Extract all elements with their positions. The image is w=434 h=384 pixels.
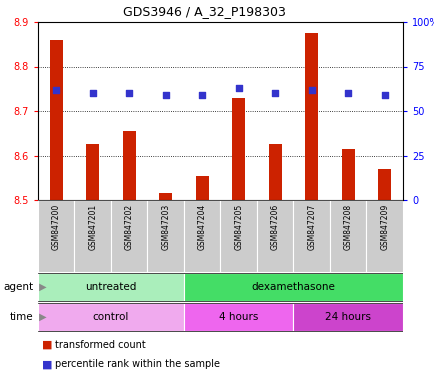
Bar <box>111 200 147 272</box>
Text: GSM847208: GSM847208 <box>343 204 352 250</box>
Point <box>235 85 242 91</box>
Text: GSM847207: GSM847207 <box>306 204 316 250</box>
Bar <box>86 144 99 200</box>
Point <box>162 92 169 98</box>
Bar <box>305 33 317 200</box>
Text: 24 hours: 24 hours <box>325 312 370 322</box>
Point <box>271 90 278 96</box>
Text: untreated: untreated <box>85 282 136 292</box>
Bar <box>122 131 135 200</box>
Point <box>308 86 315 93</box>
Text: ▶: ▶ <box>36 282 46 292</box>
Text: GSM847200: GSM847200 <box>52 204 61 250</box>
Point <box>198 92 205 98</box>
Text: ■: ■ <box>42 340 53 350</box>
Bar <box>329 200 366 272</box>
Bar <box>366 200 402 272</box>
Text: GSM847201: GSM847201 <box>88 204 97 250</box>
Bar <box>147 200 184 272</box>
Bar <box>74 200 111 272</box>
Bar <box>293 303 402 331</box>
Text: control: control <box>92 312 129 322</box>
Text: ■: ■ <box>42 359 53 369</box>
Point <box>380 92 387 98</box>
Text: time: time <box>10 312 33 322</box>
Bar <box>268 144 281 200</box>
Bar <box>184 273 402 301</box>
Bar <box>220 200 256 272</box>
Bar <box>293 200 329 272</box>
Point <box>53 86 59 93</box>
Text: GDS3946 / A_32_P198303: GDS3946 / A_32_P198303 <box>123 5 285 18</box>
Bar <box>184 303 293 331</box>
Bar <box>378 169 390 200</box>
Bar <box>38 273 184 301</box>
Point <box>89 90 96 96</box>
Text: ▶: ▶ <box>36 312 46 322</box>
Text: GSM847203: GSM847203 <box>161 204 170 250</box>
Bar <box>341 149 354 200</box>
Bar <box>232 98 245 200</box>
Point <box>125 90 132 96</box>
Text: agent: agent <box>3 282 33 292</box>
Text: GSM847205: GSM847205 <box>234 204 243 250</box>
Bar <box>256 200 293 272</box>
Bar <box>195 175 208 200</box>
Bar <box>159 193 172 200</box>
Text: GSM847209: GSM847209 <box>379 204 388 250</box>
Text: dexamethasone: dexamethasone <box>251 282 335 292</box>
Text: GSM847202: GSM847202 <box>125 204 133 250</box>
Text: percentile rank within the sample: percentile rank within the sample <box>55 359 220 369</box>
Bar <box>38 303 184 331</box>
Text: GSM847204: GSM847204 <box>197 204 206 250</box>
Bar <box>38 200 74 272</box>
Text: GSM847206: GSM847206 <box>270 204 279 250</box>
Point <box>344 90 351 96</box>
Bar <box>50 40 62 200</box>
Text: 4 hours: 4 hours <box>219 312 258 322</box>
Text: transformed count: transformed count <box>55 340 146 350</box>
Bar <box>184 200 220 272</box>
